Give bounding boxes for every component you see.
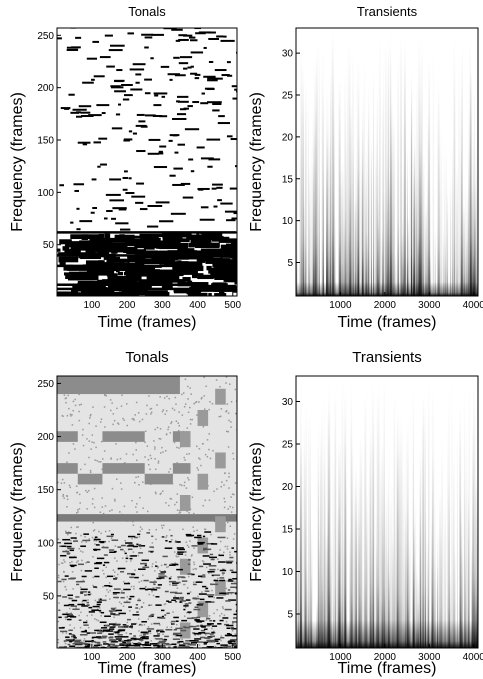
chart-title: Tonals xyxy=(125,349,168,366)
x-tick-label: 2000 xyxy=(374,652,397,663)
x-tick-label: 100 xyxy=(84,300,101,311)
y-tick-label: 25 xyxy=(282,91,294,102)
y-tick-label: 50 xyxy=(43,591,55,602)
y-tick-label: 20 xyxy=(282,132,294,143)
y-tick-label: 10 xyxy=(282,216,294,227)
x-tick-label: 400 xyxy=(189,300,206,311)
y-tick-label: 15 xyxy=(282,174,294,185)
x-tick-label: 300 xyxy=(154,300,171,311)
axes-frame xyxy=(295,27,479,297)
y-tick-label: 50 xyxy=(43,240,55,251)
heatmap-image xyxy=(57,28,237,296)
y-tick-label: 5 xyxy=(287,258,293,269)
chart-title: Tonals xyxy=(128,4,166,19)
x-tick-label: 3000 xyxy=(418,300,441,311)
y-tick-label: 5 xyxy=(287,610,293,621)
x-tick-label: 400 xyxy=(189,652,206,663)
x-tick-label: 4000 xyxy=(463,652,483,663)
x-tick-label: 1000 xyxy=(329,652,352,663)
axes-frame xyxy=(56,27,238,297)
y-tick-label: 100 xyxy=(37,538,54,549)
x-tick-label: 2000 xyxy=(374,300,397,311)
x-axis-label: Time (frames) xyxy=(338,314,437,331)
heatmap-image xyxy=(296,376,478,648)
axes-frame xyxy=(56,375,238,649)
chart-title: Transients xyxy=(352,349,421,366)
y-tick-label: 200 xyxy=(37,432,54,443)
x-tick-label: 100 xyxy=(84,652,101,663)
y-tick-label: 250 xyxy=(37,31,54,42)
y-tick-label: 25 xyxy=(282,440,294,451)
x-tick-label: 3000 xyxy=(418,652,441,663)
x-axis-label: Time (frames) xyxy=(98,660,197,677)
y-tick-label: 250 xyxy=(37,379,54,390)
x-tick-label: 500 xyxy=(224,652,241,663)
heatmap-image xyxy=(57,376,237,648)
y-tick-label: 20 xyxy=(282,482,294,493)
y-tick-label: 30 xyxy=(282,397,294,408)
x-tick-label: 300 xyxy=(154,652,171,663)
x-axis-label: Time (frames) xyxy=(338,660,437,677)
x-axis-label: Time (frames) xyxy=(98,314,197,331)
y-tick-label: 150 xyxy=(37,136,54,147)
y-tick-label: 200 xyxy=(37,83,54,94)
y-axis-label: Frequency (frames) xyxy=(248,442,265,582)
y-axis-label: Frequency (frames) xyxy=(9,442,26,582)
chart-title: Transients xyxy=(357,4,418,19)
y-tick-label: 15 xyxy=(282,525,294,536)
y-axis-label: Frequency (frames) xyxy=(248,92,265,232)
x-tick-label: 1000 xyxy=(329,300,352,311)
y-tick-label: 30 xyxy=(282,49,294,60)
y-tick-label: 150 xyxy=(37,485,54,496)
y-tick-label: 10 xyxy=(282,567,294,578)
y-axis-label: Frequency (frames) xyxy=(9,92,26,232)
x-tick-label: 200 xyxy=(119,652,136,663)
y-tick-label: 100 xyxy=(37,188,54,199)
axes-frame xyxy=(295,375,479,649)
x-tick-label: 200 xyxy=(119,300,136,311)
heatmap-image xyxy=(296,28,478,296)
x-tick-label: 500 xyxy=(224,300,241,311)
x-tick-label: 4000 xyxy=(463,300,483,311)
